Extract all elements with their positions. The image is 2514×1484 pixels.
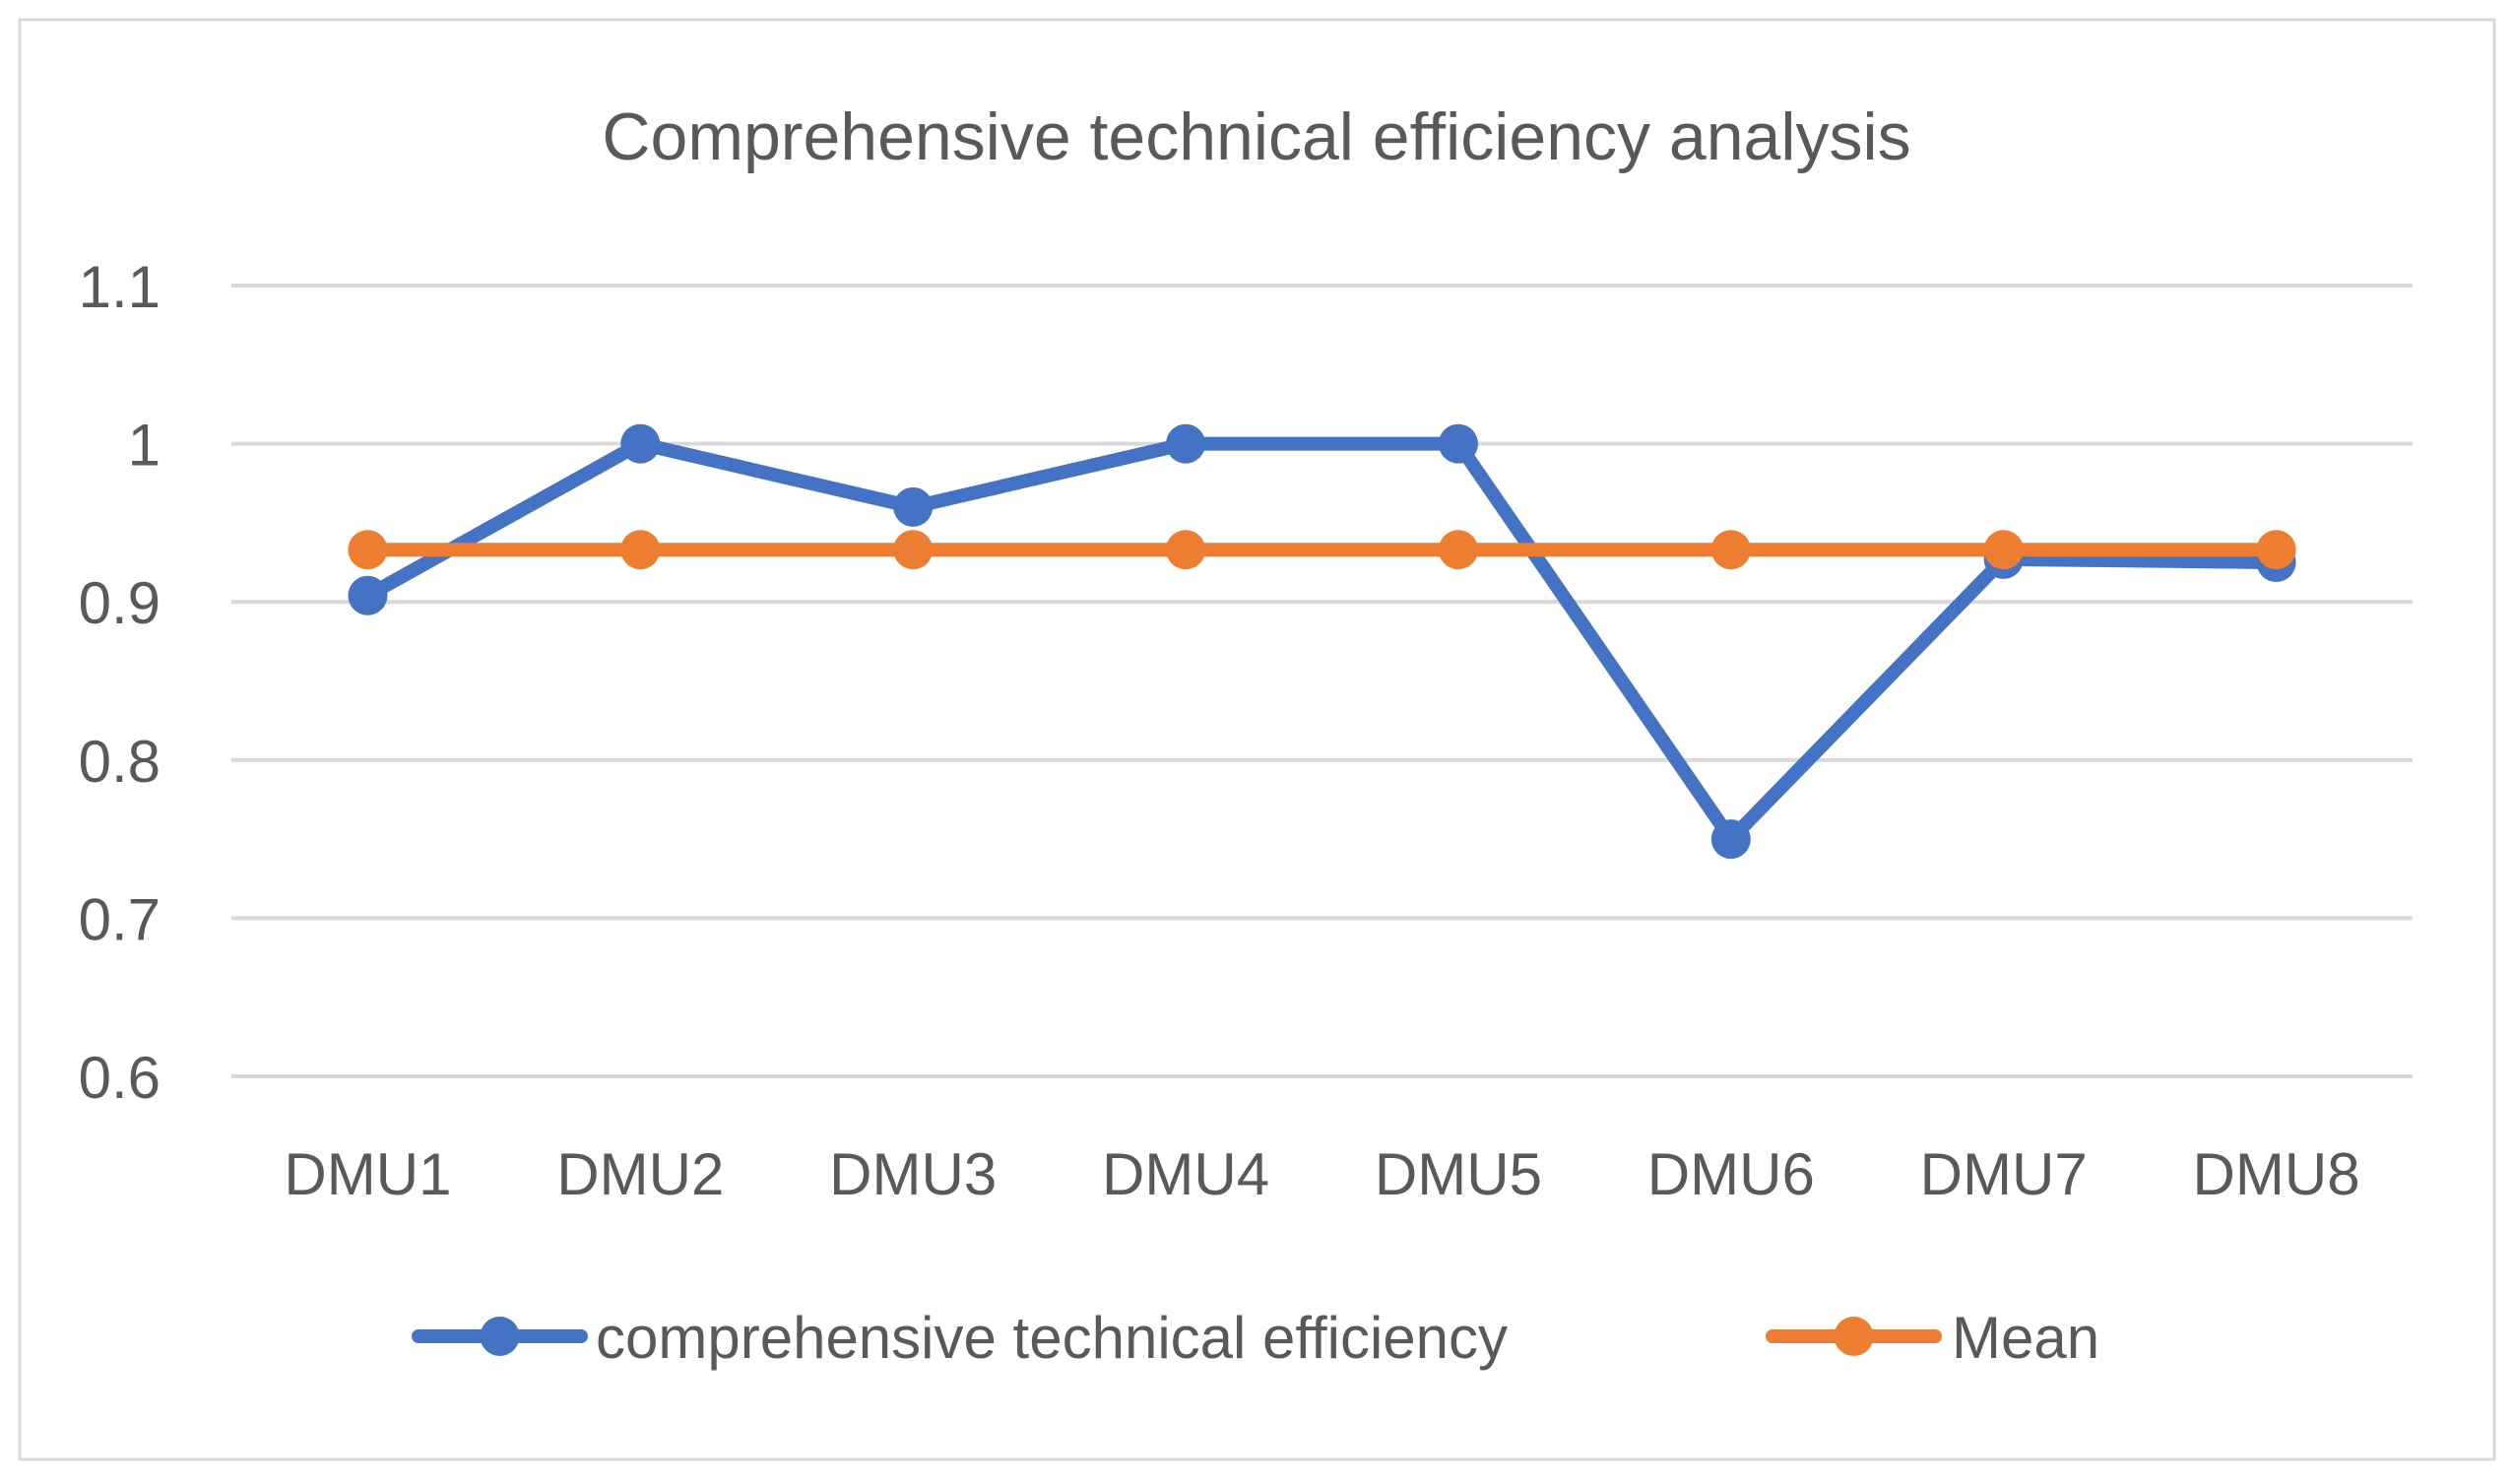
- chart-border: [18, 18, 2496, 1461]
- y-tick-label: 1.1: [79, 254, 161, 320]
- data-point: [620, 530, 661, 570]
- x-tick-label: DMU7: [1920, 1141, 2088, 1207]
- chart-title: Comprehensive technical efficiency analy…: [602, 99, 1910, 174]
- x-tick-label: DMU6: [1647, 1141, 1815, 1207]
- legend-marker: [1834, 1317, 1874, 1356]
- data-point: [1166, 423, 1206, 464]
- data-point: [1438, 530, 1478, 570]
- x-tick-label: DMU2: [556, 1141, 724, 1207]
- data-point: [348, 575, 388, 615]
- series-line: [360, 436, 2284, 847]
- series-mean: [348, 530, 2296, 570]
- legend-marker: [480, 1317, 520, 1356]
- data-point: [893, 530, 934, 570]
- x-tick-label: DMU5: [1375, 1141, 1542, 1207]
- series-group: [348, 423, 2296, 860]
- y-axis-tick-labels: 0.6 0.7 0.8 0.9 1 1.1: [79, 254, 161, 1111]
- legend-label: Mean: [1952, 1305, 2099, 1371]
- x-tick-label: DMU3: [829, 1141, 997, 1207]
- legend: comprehensive technical efficiency Mean: [412, 1305, 2099, 1371]
- legend-label: comprehensive technical efficiency: [596, 1305, 1508, 1371]
- x-axis-tick-labels: DMU1 DMU2 DMU3 DMU4 DMU5 DMU6 DMU7 DMU8: [284, 1141, 2359, 1207]
- y-tick-label: 0.9: [79, 570, 161, 636]
- x-tick-label: DMU8: [2193, 1141, 2360, 1207]
- y-tick-label: 0.7: [79, 886, 161, 952]
- x-tick-label: DMU1: [284, 1141, 451, 1207]
- y-tick-label: 0.6: [79, 1045, 161, 1111]
- data-point: [1983, 530, 2024, 570]
- data-point: [1710, 819, 1751, 860]
- data-point: [620, 423, 661, 464]
- data-point: [348, 530, 388, 570]
- data-point: [893, 486, 934, 527]
- legend-item: Mean: [1766, 1305, 2099, 1371]
- x-tick-label: DMU4: [1102, 1141, 1269, 1207]
- y-tick-label: 1: [128, 413, 161, 479]
- legend-item: comprehensive technical efficiency: [412, 1305, 1508, 1371]
- data-point: [2256, 530, 2296, 570]
- data-point: [1710, 530, 1751, 570]
- y-tick-label: 0.8: [79, 729, 161, 795]
- data-point: [1438, 423, 1478, 464]
- data-point: [1166, 530, 1206, 570]
